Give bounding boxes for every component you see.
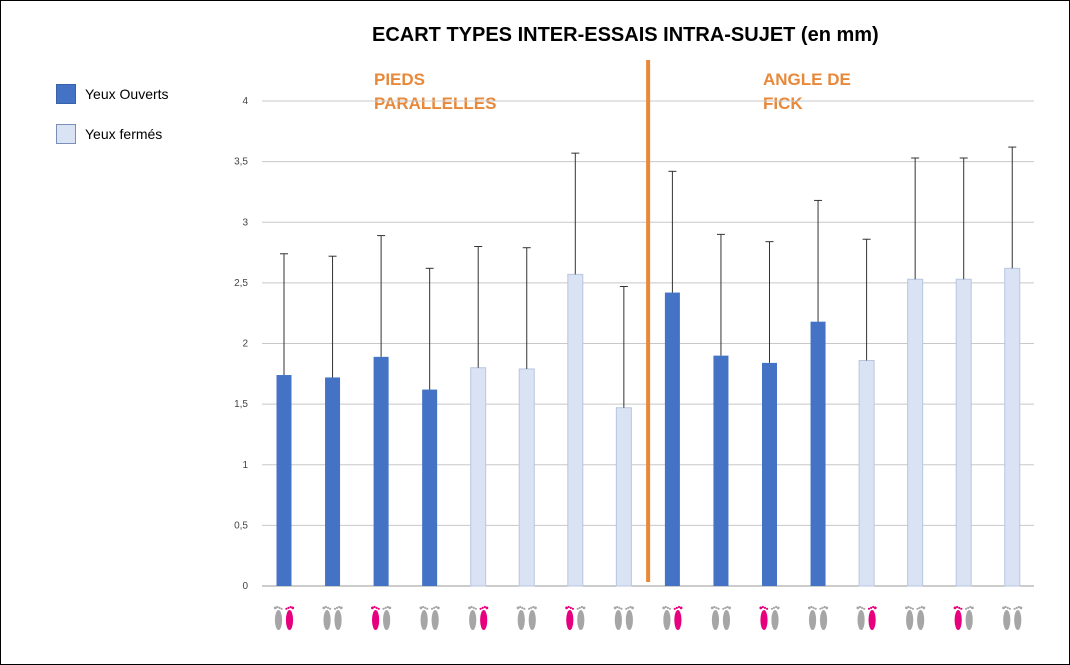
right-foot-icon bbox=[576, 605, 586, 630]
section-label-parallel-feet: PIEDS PARALLELLES bbox=[374, 68, 496, 116]
section-label-fick-angle: ANGLE DE FICK bbox=[763, 68, 851, 116]
section-label-fick-angle-line1: ANGLE DE bbox=[763, 70, 851, 89]
bar bbox=[810, 321, 826, 586]
left-foot-icon bbox=[710, 605, 720, 630]
y-tick-label: 1,5 bbox=[234, 399, 248, 410]
right-foot-icon bbox=[1013, 605, 1023, 630]
legend-item-eyes-open: Yeux Ouverts bbox=[56, 84, 169, 104]
pink-right-foot-icon bbox=[856, 605, 877, 630]
grey-feet-icon bbox=[807, 605, 829, 630]
grey-feet-icon bbox=[516, 605, 537, 630]
bar bbox=[325, 377, 341, 586]
pink-left-foot-icon bbox=[759, 605, 780, 630]
left-foot-icon bbox=[1002, 605, 1011, 630]
pink-right-foot-icon bbox=[662, 605, 683, 630]
bar bbox=[518, 368, 535, 587]
y-tick-label: 0,5 bbox=[234, 520, 248, 531]
right-foot-icon bbox=[430, 605, 440, 630]
right-foot-icon bbox=[333, 605, 343, 630]
pink-left-foot-icon bbox=[565, 605, 586, 630]
grey-feet-icon bbox=[419, 605, 440, 630]
bar bbox=[907, 278, 924, 587]
left-foot-icon bbox=[905, 605, 914, 630]
pink-right-foot-icon bbox=[273, 605, 295, 630]
right-foot-icon bbox=[965, 605, 974, 630]
pink-left-foot-icon bbox=[371, 605, 392, 630]
right-foot-icon bbox=[722, 605, 732, 630]
y-tick-label: 3 bbox=[242, 217, 248, 228]
y-tick-label: 1 bbox=[242, 460, 248, 471]
left-foot-icon bbox=[953, 605, 963, 630]
right-foot-icon bbox=[528, 605, 537, 630]
left-foot-icon bbox=[468, 605, 477, 630]
y-tick-label: 3,5 bbox=[234, 157, 248, 168]
right-foot-icon bbox=[819, 605, 829, 630]
right-foot-icon bbox=[770, 605, 780, 630]
pink-right-foot-icon bbox=[468, 605, 489, 630]
left-foot-icon bbox=[807, 605, 817, 630]
legend-swatch-eyes-closed bbox=[56, 124, 76, 144]
bar bbox=[373, 356, 389, 586]
left-foot-icon bbox=[662, 605, 672, 630]
right-foot-icon bbox=[285, 605, 295, 630]
left-foot-icon bbox=[273, 605, 283, 630]
grey-feet-icon bbox=[1002, 605, 1023, 630]
left-foot-icon bbox=[516, 605, 526, 630]
right-foot-icon bbox=[625, 605, 634, 630]
bar bbox=[470, 367, 487, 587]
bar bbox=[567, 273, 584, 587]
section-label-parallel-feet-line2: PARALLELLES bbox=[374, 94, 497, 113]
grey-feet-icon bbox=[322, 605, 343, 630]
y-tick-label: 2 bbox=[242, 339, 248, 350]
legend-item-eyes-closed: Yeux fermés bbox=[56, 124, 162, 144]
right-foot-icon bbox=[382, 605, 392, 630]
chart-title: ECART TYPES INTER-ESSAIS INTRA-SUJET (en… bbox=[372, 24, 879, 46]
pink-left-foot-icon bbox=[953, 605, 974, 630]
bar bbox=[422, 389, 438, 586]
bar bbox=[1004, 267, 1021, 587]
bar bbox=[858, 359, 875, 587]
left-foot-icon bbox=[322, 605, 332, 630]
section-label-fick-angle-line2: FICK bbox=[763, 94, 803, 113]
grey-feet-icon bbox=[710, 605, 732, 630]
left-foot-icon bbox=[759, 605, 769, 630]
bar bbox=[276, 375, 292, 586]
legend-label-eyes-open: Yeux Ouverts bbox=[85, 86, 169, 102]
y-tick-label: 2,5 bbox=[234, 278, 248, 289]
section-label-parallel-feet-line1: PIEDS bbox=[374, 70, 426, 89]
bar bbox=[615, 407, 632, 587]
bar bbox=[955, 278, 972, 587]
left-foot-icon bbox=[565, 605, 574, 630]
bar bbox=[762, 362, 777, 586]
right-foot-icon bbox=[673, 605, 683, 630]
left-foot-icon bbox=[613, 605, 623, 630]
bar bbox=[713, 355, 729, 586]
left-foot-icon bbox=[419, 605, 429, 630]
left-foot-icon bbox=[371, 605, 380, 630]
right-foot-icon bbox=[916, 605, 926, 630]
grey-feet-icon bbox=[613, 605, 634, 630]
right-foot-icon bbox=[867, 605, 877, 630]
legend-swatch-eyes-open bbox=[56, 84, 76, 104]
grey-feet-icon bbox=[905, 605, 926, 630]
legend-label-eyes-closed: Yeux fermés bbox=[85, 126, 163, 142]
bar bbox=[664, 292, 680, 586]
y-tick-label: 4 bbox=[242, 96, 248, 107]
right-foot-icon bbox=[479, 605, 489, 630]
left-foot-icon bbox=[856, 605, 866, 630]
y-tick-label: 0 bbox=[242, 581, 248, 592]
